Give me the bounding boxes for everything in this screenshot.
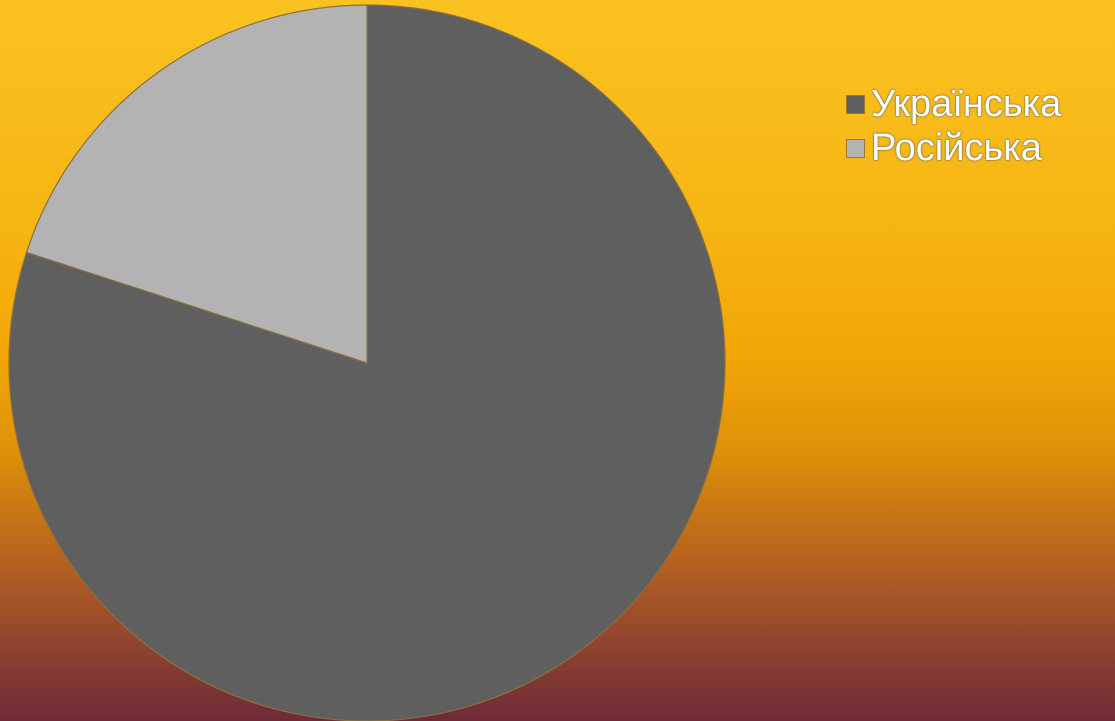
legend-swatch-ukrainian [846, 94, 865, 114]
legend: Українська Російська [846, 82, 1061, 170]
legend-item-russian: Російська [846, 126, 1061, 170]
legend-item-ukrainian: Українська [846, 82, 1061, 126]
pie-slices [8, 4, 726, 721]
legend-swatch-russian [846, 138, 865, 158]
legend-label-russian: Російська [871, 127, 1042, 169]
legend-label-ukrainian: Українська [871, 83, 1062, 125]
pie-slice-russian [25, 4, 368, 364]
